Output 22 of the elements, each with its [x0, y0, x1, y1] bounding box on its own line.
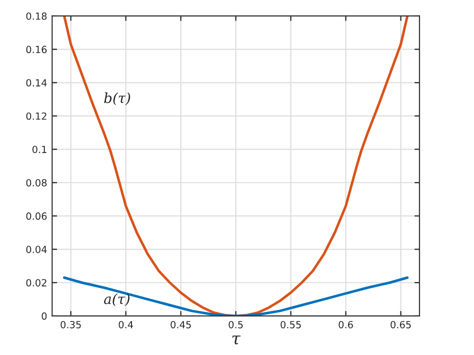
y-tick-label: 0.1 [32, 146, 46, 154]
annotation: b(τ) [104, 92, 130, 106]
x-tick-label: 0.45 [170, 320, 191, 328]
line-series [62, 16, 409, 316]
annotation: a(τ) [104, 293, 130, 306]
x-tick-label: 0.4 [118, 320, 134, 328]
y-tick-label: 0.02 [26, 279, 46, 286]
y-tick-label: 0.04 [26, 246, 47, 254]
y-tick-label: 0 [42, 312, 47, 320]
x-tick-label: 0.65 [390, 320, 411, 328]
x-tick-label: 0.5 [228, 320, 243, 328]
y-tick-label: 0.16 [26, 46, 47, 54]
y-tick-label: 0.14 [26, 79, 47, 86]
x-tick-label: 0.35 [60, 320, 81, 328]
y-tick-label: 0.08 [26, 179, 47, 186]
y-tick-label: 0.18 [26, 12, 47, 20]
y-tick-label: 0.12 [26, 112, 46, 120]
y-tick-label: 0.06 [26, 212, 47, 220]
x-axis-title: τ [232, 336, 241, 344]
x-tick-label: 0.55 [280, 320, 301, 328]
x-tick-label: 0.6 [338, 320, 353, 328]
line-series [62, 276, 409, 316]
